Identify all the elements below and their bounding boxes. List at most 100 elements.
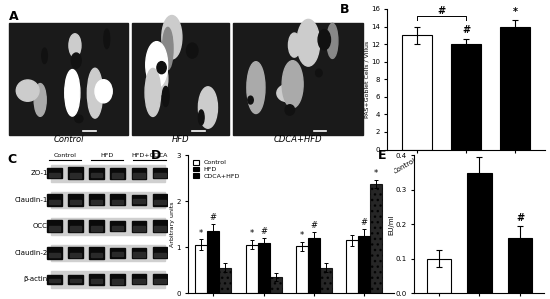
Ellipse shape xyxy=(146,42,168,88)
Bar xyxy=(68,194,83,206)
Text: Control: Control xyxy=(53,135,84,144)
Bar xyxy=(47,247,62,259)
Text: Control: Control xyxy=(53,152,76,158)
Bar xyxy=(68,220,83,232)
Bar xyxy=(153,194,167,205)
Bar xyxy=(219,268,232,293)
Text: *: * xyxy=(477,144,482,155)
Bar xyxy=(296,246,308,293)
Bar xyxy=(48,173,60,177)
Bar xyxy=(155,200,166,204)
Bar xyxy=(91,173,102,177)
Bar xyxy=(111,274,125,285)
Text: #: # xyxy=(462,25,470,35)
Text: #: # xyxy=(310,221,317,230)
Bar xyxy=(51,218,165,235)
Ellipse shape xyxy=(318,30,331,50)
Ellipse shape xyxy=(186,43,198,58)
Text: CDCA+HFD: CDCA+HFD xyxy=(274,135,322,144)
Bar xyxy=(132,23,229,135)
Bar xyxy=(91,253,102,257)
Bar xyxy=(131,221,146,232)
Ellipse shape xyxy=(69,34,81,57)
Text: *: * xyxy=(513,7,518,17)
Text: *: * xyxy=(199,228,204,237)
Bar xyxy=(68,275,83,284)
Bar xyxy=(111,167,125,179)
Bar xyxy=(508,238,532,293)
Ellipse shape xyxy=(145,68,161,116)
Ellipse shape xyxy=(162,16,182,59)
Text: *: * xyxy=(374,170,378,179)
Bar xyxy=(270,277,282,293)
Ellipse shape xyxy=(285,105,295,115)
Bar xyxy=(111,194,125,205)
Y-axis label: PAS+Goblet Cells / Villus: PAS+Goblet Cells / Villus xyxy=(365,41,370,118)
Bar xyxy=(195,245,207,293)
Bar xyxy=(153,168,167,178)
Bar xyxy=(9,23,128,135)
Ellipse shape xyxy=(248,96,253,104)
Bar xyxy=(402,35,432,150)
Ellipse shape xyxy=(65,70,80,116)
Bar xyxy=(68,247,83,258)
Bar xyxy=(112,226,124,230)
Ellipse shape xyxy=(104,29,109,49)
Bar xyxy=(308,238,320,293)
Ellipse shape xyxy=(157,62,166,74)
Bar xyxy=(89,220,104,232)
Bar xyxy=(153,247,167,258)
Bar xyxy=(370,184,382,293)
Text: HFD+CDCA: HFD+CDCA xyxy=(131,152,168,158)
Bar xyxy=(112,199,124,204)
Text: E: E xyxy=(378,149,386,161)
Text: #: # xyxy=(516,213,524,223)
Bar xyxy=(111,222,125,231)
Text: #: # xyxy=(437,6,446,16)
Ellipse shape xyxy=(199,110,204,125)
Bar xyxy=(70,200,81,204)
Bar xyxy=(155,279,166,283)
Bar xyxy=(133,199,145,203)
Bar xyxy=(47,194,62,206)
Ellipse shape xyxy=(297,19,320,66)
Bar xyxy=(155,226,166,231)
Bar xyxy=(131,274,146,284)
Text: HFD: HFD xyxy=(101,152,114,158)
Bar xyxy=(91,200,102,204)
Ellipse shape xyxy=(162,86,169,106)
Ellipse shape xyxy=(87,68,103,118)
Bar xyxy=(48,200,60,205)
Text: #: # xyxy=(361,218,368,227)
Bar xyxy=(89,274,104,285)
Ellipse shape xyxy=(34,83,46,116)
Text: ZO-1: ZO-1 xyxy=(30,170,48,176)
Bar xyxy=(48,279,60,283)
Bar xyxy=(155,173,166,177)
Bar xyxy=(70,279,81,283)
Bar xyxy=(133,226,145,231)
Ellipse shape xyxy=(316,69,322,77)
Bar xyxy=(70,173,81,178)
Bar xyxy=(70,253,81,257)
Legend: Control, HFD, CDCA+HFD: Control, HFD, CDCA+HFD xyxy=(191,158,241,180)
Bar xyxy=(131,168,146,179)
Ellipse shape xyxy=(199,87,217,128)
Bar xyxy=(426,259,451,293)
Text: C: C xyxy=(7,153,16,166)
Bar xyxy=(153,220,167,232)
Text: Claudin-1: Claudin-1 xyxy=(14,197,48,203)
Bar xyxy=(153,274,167,284)
Ellipse shape xyxy=(16,80,39,101)
Ellipse shape xyxy=(156,63,168,95)
Bar xyxy=(111,248,125,258)
Bar xyxy=(451,44,481,150)
Text: *: * xyxy=(300,231,304,240)
Bar xyxy=(133,279,145,283)
Text: A: A xyxy=(9,10,19,23)
Ellipse shape xyxy=(247,62,265,114)
Bar xyxy=(51,271,165,288)
Bar xyxy=(112,279,124,283)
Text: #: # xyxy=(210,213,217,222)
Bar xyxy=(112,252,124,256)
